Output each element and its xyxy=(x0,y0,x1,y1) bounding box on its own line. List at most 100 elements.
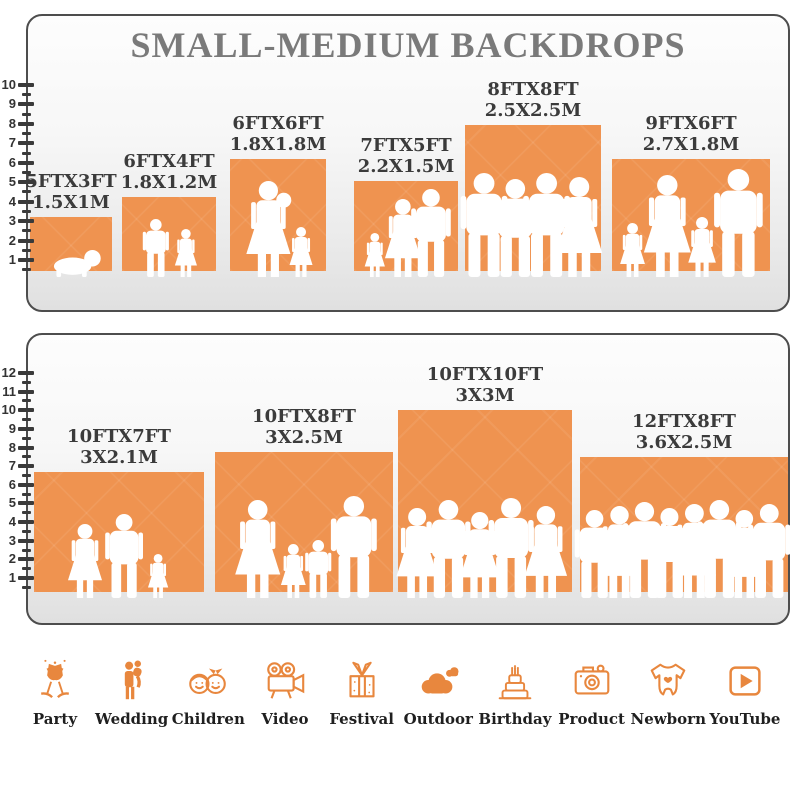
axis-tick-label: 3 xyxy=(8,532,16,548)
axis-minor-tick xyxy=(22,190,31,194)
axis-minor-tick xyxy=(22,171,31,175)
axis-major-tick xyxy=(18,102,34,107)
axis-minor-tick xyxy=(22,567,31,571)
backdrop-size-m: 2.5X2.5M xyxy=(484,100,582,121)
axis-tick-label: 8 xyxy=(8,115,16,131)
backdrop-size-ft: 10FTX8FT xyxy=(252,406,356,427)
axis-minor-tick xyxy=(22,492,31,496)
axis-minor-tick xyxy=(22,132,31,136)
axis-tick-label: 5 xyxy=(8,174,16,190)
category-item: Video xyxy=(248,652,322,728)
backdrop-item: 6FTX6FT 1.8X1.8M xyxy=(230,113,326,277)
axis-major-tick xyxy=(18,258,34,262)
axis-major-tick xyxy=(18,408,34,413)
axis-major-tick xyxy=(18,370,34,375)
panel-small-medium: SMALL-MEDIUM BACKDROPS 5FTX3FT 1.5X1M 6F… xyxy=(25,14,790,312)
category-item: Wedding xyxy=(95,652,169,728)
backdrop-item: 5FTX3FT 1.5X1M xyxy=(25,171,117,277)
backdrop-item: 7FTX5FT 2.2X1.5M xyxy=(354,135,458,277)
axis-tick-label: 4 xyxy=(8,514,16,530)
axis-minor-tick xyxy=(22,511,31,515)
backdrop-size-label: 10FTX10FT 3X3M xyxy=(427,364,543,406)
axis-major-tick xyxy=(18,557,34,562)
backdrop-rectangle xyxy=(215,452,393,598)
axis-tick-label: 6 xyxy=(8,154,16,170)
category-label: Party xyxy=(32,710,78,728)
backdrop-item: 10FTX10FT 3X3M xyxy=(396,364,572,598)
axis-minor-tick xyxy=(22,112,31,116)
backdrop-item: 10FTX8FT 3X2.5M xyxy=(215,406,393,598)
axis-major-tick xyxy=(18,199,34,204)
backdrop-size-label: 6FTX6FT 1.8X1.8M xyxy=(230,113,327,155)
backdrop-size-m: 3X3M xyxy=(455,385,515,406)
festival-icon xyxy=(339,652,385,704)
category-label: Video xyxy=(261,710,309,728)
category-item: Festival xyxy=(325,652,399,728)
people-silhouettes xyxy=(53,250,101,277)
backdrop-rectangle xyxy=(396,410,572,598)
party-icon xyxy=(32,652,78,704)
axis-tick-label: 7 xyxy=(8,135,16,151)
axis-major-tick xyxy=(18,426,34,431)
wedding-icon xyxy=(109,652,155,704)
category-item: Newborn xyxy=(631,652,706,728)
axis-tick-label: 9 xyxy=(8,420,16,436)
category-label: Product xyxy=(558,710,625,728)
axis-minor-tick xyxy=(22,455,31,459)
category-label: Outdoor xyxy=(403,710,473,728)
axis-tick-label: 9 xyxy=(8,96,16,112)
axis-major-tick xyxy=(18,538,34,543)
backdrop-rectangle xyxy=(574,457,791,598)
children-icon xyxy=(185,652,231,704)
video-icon xyxy=(262,652,308,704)
axis-minor-tick xyxy=(22,585,31,589)
backdrop-rectangle xyxy=(122,197,216,277)
backdrop-size-m: 3.6X2.5M xyxy=(635,432,733,453)
backdrop-rectangle xyxy=(34,472,204,598)
axis-minor-tick xyxy=(22,209,31,213)
people-silhouettes xyxy=(142,219,197,277)
backdrop-size-label: 7FTX5FT 2.2X1.5M xyxy=(358,135,455,177)
axis-tick-label: 3 xyxy=(8,213,16,229)
backdrop-item: 6FTX4FT 1.8X1.2M xyxy=(121,151,217,277)
backdrop-size-m: 1.5X1M xyxy=(32,192,110,213)
people-silhouettes xyxy=(396,498,568,598)
axis-major-tick xyxy=(18,180,34,185)
axis-tick-label: 2 xyxy=(8,551,16,567)
category-label: Festival xyxy=(329,710,394,728)
people-silhouettes xyxy=(620,169,763,277)
backdrop-item: 10FTX7FT 3X2.1M xyxy=(34,426,204,598)
backdrop-size-m: 2.7X1.8M xyxy=(642,134,740,155)
backdrop-size-ft: 7FTX5FT xyxy=(360,135,452,156)
axis-tick-label: 12 xyxy=(1,364,16,380)
backdrop-size-label: 12FTX8FT 3.6X2.5M xyxy=(632,411,736,453)
axis-tick-label: 11 xyxy=(2,383,16,399)
axis-minor-tick xyxy=(22,268,31,272)
backdrop-size-label: 10FTX8FT 3X2.5M xyxy=(252,406,356,448)
axis-tick-label: 1 xyxy=(8,570,16,585)
backdrop-size-ft: 5FTX3FT xyxy=(25,171,117,192)
backdrop-rectangle xyxy=(30,217,112,277)
backdrop-size-m: 1.8X1.2M xyxy=(120,172,218,193)
axis-tick-label: 8 xyxy=(8,439,16,455)
axis-major-tick xyxy=(18,83,34,88)
axis-minor-tick xyxy=(22,229,31,233)
people-silhouettes xyxy=(364,189,451,277)
people-silhouettes xyxy=(67,514,169,598)
backdrop-size-ft: 10FTX10FT xyxy=(426,364,544,385)
axis-major-tick xyxy=(18,464,34,469)
category-item: Party xyxy=(18,652,92,728)
axis-minor-tick xyxy=(22,473,31,477)
axis-minor-tick xyxy=(22,418,31,422)
backdrop-size-label: 10FTX7FT 3X2.1M xyxy=(67,426,171,468)
backdrop-rectangle xyxy=(460,125,603,277)
category-item: Outdoor xyxy=(401,652,475,728)
backdrop-size-ft: 6FTX4FT xyxy=(123,151,215,172)
axis-minor-tick xyxy=(22,436,31,440)
axis-major-tick xyxy=(18,219,34,224)
product-icon xyxy=(569,652,615,704)
backdrop-size-ft: 9FTX6FT xyxy=(645,113,737,134)
backdrop-size-label: 6FTX4FT 1.8X1.2M xyxy=(121,151,218,193)
category-item: YouTube xyxy=(708,652,782,728)
